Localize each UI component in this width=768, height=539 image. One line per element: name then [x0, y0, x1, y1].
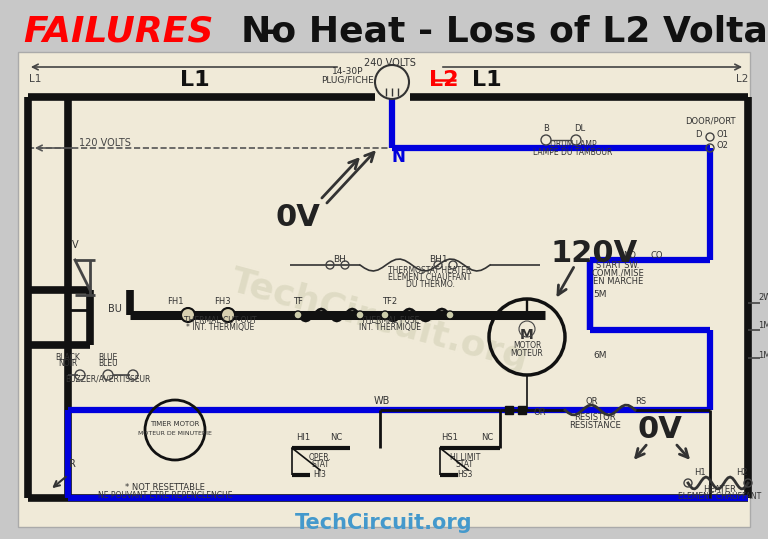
Text: NOIR: NOIR: [58, 359, 78, 368]
Text: RESISTANCE: RESISTANCE: [569, 421, 621, 430]
Text: No Heat - Loss of L2 Voltage: No Heat - Loss of L2 Voltage: [241, 15, 768, 49]
Text: O2: O2: [716, 141, 728, 150]
Text: HI1: HI1: [296, 433, 310, 442]
Text: HI3: HI3: [313, 470, 326, 479]
Text: RESISTOR: RESISTOR: [574, 413, 616, 422]
Text: BUZZER/AVERTISSEUR: BUZZER/AVERTISSEUR: [65, 375, 151, 384]
Text: NC: NC: [481, 433, 493, 442]
Text: THERMAL CUT-OUT: THERMAL CUT-OUT: [184, 316, 257, 325]
Text: BH1: BH1: [429, 255, 447, 264]
Text: D: D: [695, 130, 701, 139]
Circle shape: [356, 311, 364, 319]
Text: M: M: [520, 328, 534, 342]
Text: STAT: STAT: [311, 460, 329, 469]
Text: 120V: 120V: [551, 238, 637, 267]
Circle shape: [381, 311, 389, 319]
Text: BLEU: BLEU: [98, 359, 118, 368]
Text: EN MARCHE: EN MARCHE: [593, 277, 643, 286]
Text: L1: L1: [472, 70, 502, 90]
Text: L1: L1: [29, 74, 41, 84]
Bar: [18, 52, 750, 527]
Text: MOTEUR: MOTEUR: [511, 349, 544, 358]
Circle shape: [294, 311, 302, 319]
Text: ELEMENT CHAUFFANT: ELEMENT CHAUFFANT: [389, 273, 472, 282]
Text: MOTOR: MOTOR: [513, 341, 541, 350]
Text: 2W: 2W: [758, 293, 768, 302]
Text: L2: L2: [736, 74, 748, 84]
Text: HS3: HS3: [457, 470, 472, 479]
Bar: [518, 406, 526, 414]
Text: L2: L2: [429, 70, 458, 90]
Text: DL: DL: [574, 124, 585, 133]
Text: NC: NC: [330, 433, 342, 442]
Text: FAILURES: FAILURES: [23, 15, 214, 49]
Text: HI LIMIT: HI LIMIT: [450, 453, 480, 462]
Text: 5M: 5M: [593, 290, 607, 299]
Text: FH3: FH3: [214, 297, 230, 306]
Text: RS: RS: [635, 397, 647, 406]
Text: R: R: [68, 459, 75, 469]
Text: WB: WB: [374, 396, 390, 406]
Text: TechCircuit.org: TechCircuit.org: [295, 513, 473, 533]
Text: START SW.: START SW.: [596, 261, 640, 270]
Text: FH1: FH1: [167, 297, 184, 306]
Text: TechCircuit.org: TechCircuit.org: [227, 264, 533, 376]
Text: BH: BH: [333, 255, 346, 264]
Text: HEATER: HEATER: [703, 485, 737, 494]
Text: TIMER MOTOR: TIMER MOTOR: [151, 421, 200, 427]
Text: ELEMENT CHAUFFANT: ELEMENT CHAUFFANT: [678, 492, 762, 501]
Text: THERMOSTAT HEATER: THERMOSTAT HEATER: [389, 266, 472, 275]
Text: INT. THERMIQUE: INT. THERMIQUE: [359, 323, 421, 332]
Text: * INT. THERMIQUE: * INT. THERMIQUE: [186, 323, 254, 332]
Text: L1: L1: [180, 70, 210, 90]
Text: BLACK: BLACK: [55, 353, 81, 362]
Text: DRUM LAMP: DRUM LAMP: [550, 140, 596, 149]
Circle shape: [446, 311, 454, 319]
Text: B: B: [543, 124, 549, 133]
Circle shape: [221, 308, 235, 322]
Text: LAMPE DU TAMBOUR: LAMPE DU TAMBOUR: [533, 148, 613, 157]
Circle shape: [181, 308, 195, 322]
Text: 1M: 1M: [758, 321, 768, 330]
Text: DU THERMO.: DU THERMO.: [406, 280, 455, 289]
Text: 0V: 0V: [637, 416, 683, 445]
Text: 240 VOLTS: 240 VOLTS: [364, 58, 416, 68]
Text: NO: NO: [624, 251, 637, 260]
Text: 1M: 1M: [758, 351, 768, 360]
Text: MOTEUR DE MINUTERIE: MOTEUR DE MINUTERIE: [138, 431, 212, 436]
Text: V: V: [71, 240, 78, 250]
Text: BU: BU: [108, 304, 122, 314]
Text: -: -: [250, 15, 290, 49]
Text: BLUE: BLUE: [98, 353, 118, 362]
Text: O1: O1: [716, 130, 728, 139]
Text: CO: CO: [650, 251, 664, 260]
Text: 14-30P: 14-30P: [333, 67, 364, 77]
Text: TF: TF: [293, 297, 303, 306]
Text: COMM./MISE: COMM./MISE: [591, 269, 644, 278]
Text: OR: OR: [534, 408, 546, 417]
Text: OPER.: OPER.: [309, 453, 331, 462]
Text: 0V: 0V: [276, 204, 320, 232]
Text: OR: OR: [586, 397, 598, 406]
Text: 6M: 6M: [593, 351, 607, 360]
Text: N: N: [391, 148, 405, 166]
Text: PLUG/FICHE: PLUG/FICHE: [322, 75, 374, 85]
Text: H2: H2: [737, 468, 748, 477]
Text: THERMAL FUSE: THERMAL FUSE: [361, 316, 419, 325]
Text: 120 VOLTS: 120 VOLTS: [79, 138, 131, 148]
Text: NE POUVANT ETRE REPENCLENCHE: NE POUVANT ETRE REPENCLENCHE: [98, 490, 232, 500]
Text: DOOR/PORT: DOOR/PORT: [685, 117, 735, 126]
Text: HS1: HS1: [442, 433, 458, 442]
Text: TF2: TF2: [382, 297, 398, 306]
Text: H1: H1: [694, 468, 706, 477]
Text: STAT: STAT: [456, 460, 474, 469]
Bar: [505, 406, 513, 414]
Text: * NOT RESETTABLE: * NOT RESETTABLE: [125, 482, 205, 492]
